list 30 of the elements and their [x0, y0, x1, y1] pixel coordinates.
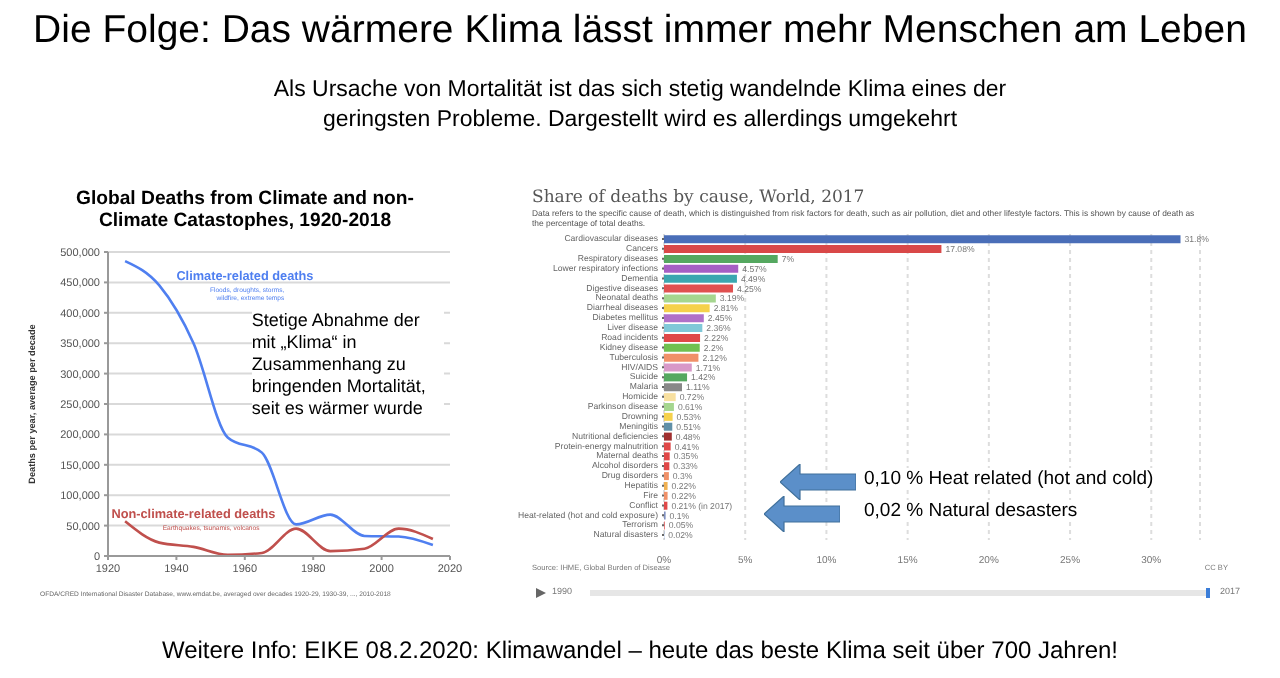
- bar: [664, 333, 701, 342]
- line-series: [123, 520, 435, 556]
- bar: [664, 294, 716, 303]
- bar: [664, 254, 778, 263]
- bar: [664, 432, 672, 441]
- text: Die Folge: Das wärmere Klima lässt immer mehr Menschen am Leben: [31, 8, 1249, 54]
- bar: [664, 314, 704, 323]
- bar: [664, 363, 692, 372]
- bar: [664, 284, 734, 293]
- annotation: 0,10 % Heat related (hot and cold): [864, 468, 1154, 490]
- text: Als Ursache von Mortalität ist das sich stetig wandelnde Klima eines der geringsten Probleme. Dargestellt wird es allerdings umgekehrt: [271, 76, 1009, 136]
- bar: [664, 373, 688, 382]
- text: Weitere Info: EIKE 08.2.2020: Klimawandel – heute das beste Klima seit über 700 Jahren!: [159, 636, 1121, 664]
- bar: [664, 422, 673, 431]
- chart-title: Share of deaths by cause, World, 2017: [530, 188, 867, 208]
- bar: [664, 393, 676, 402]
- bar: [664, 235, 1181, 244]
- annotation: Stetige Abnahme der mit „Klima“ in Zusammenhang zu bringenden Mortalität, seit es wärmer wurde: [251, 309, 444, 420]
- bar: [664, 245, 942, 254]
- bar: [664, 402, 674, 411]
- bar: [664, 304, 710, 313]
- bar: [664, 412, 673, 421]
- annotation: 0,02 % Natural desasters: [864, 500, 1078, 522]
- bar: [664, 274, 737, 283]
- bar: [664, 383, 683, 392]
- bar: [664, 264, 739, 273]
- bar: [664, 353, 699, 362]
- bar: [664, 324, 703, 333]
- chart-title: Global Deaths from Climate and non-Climate Catastophes, 1920-2018: [74, 188, 416, 236]
- bar: [664, 343, 700, 352]
